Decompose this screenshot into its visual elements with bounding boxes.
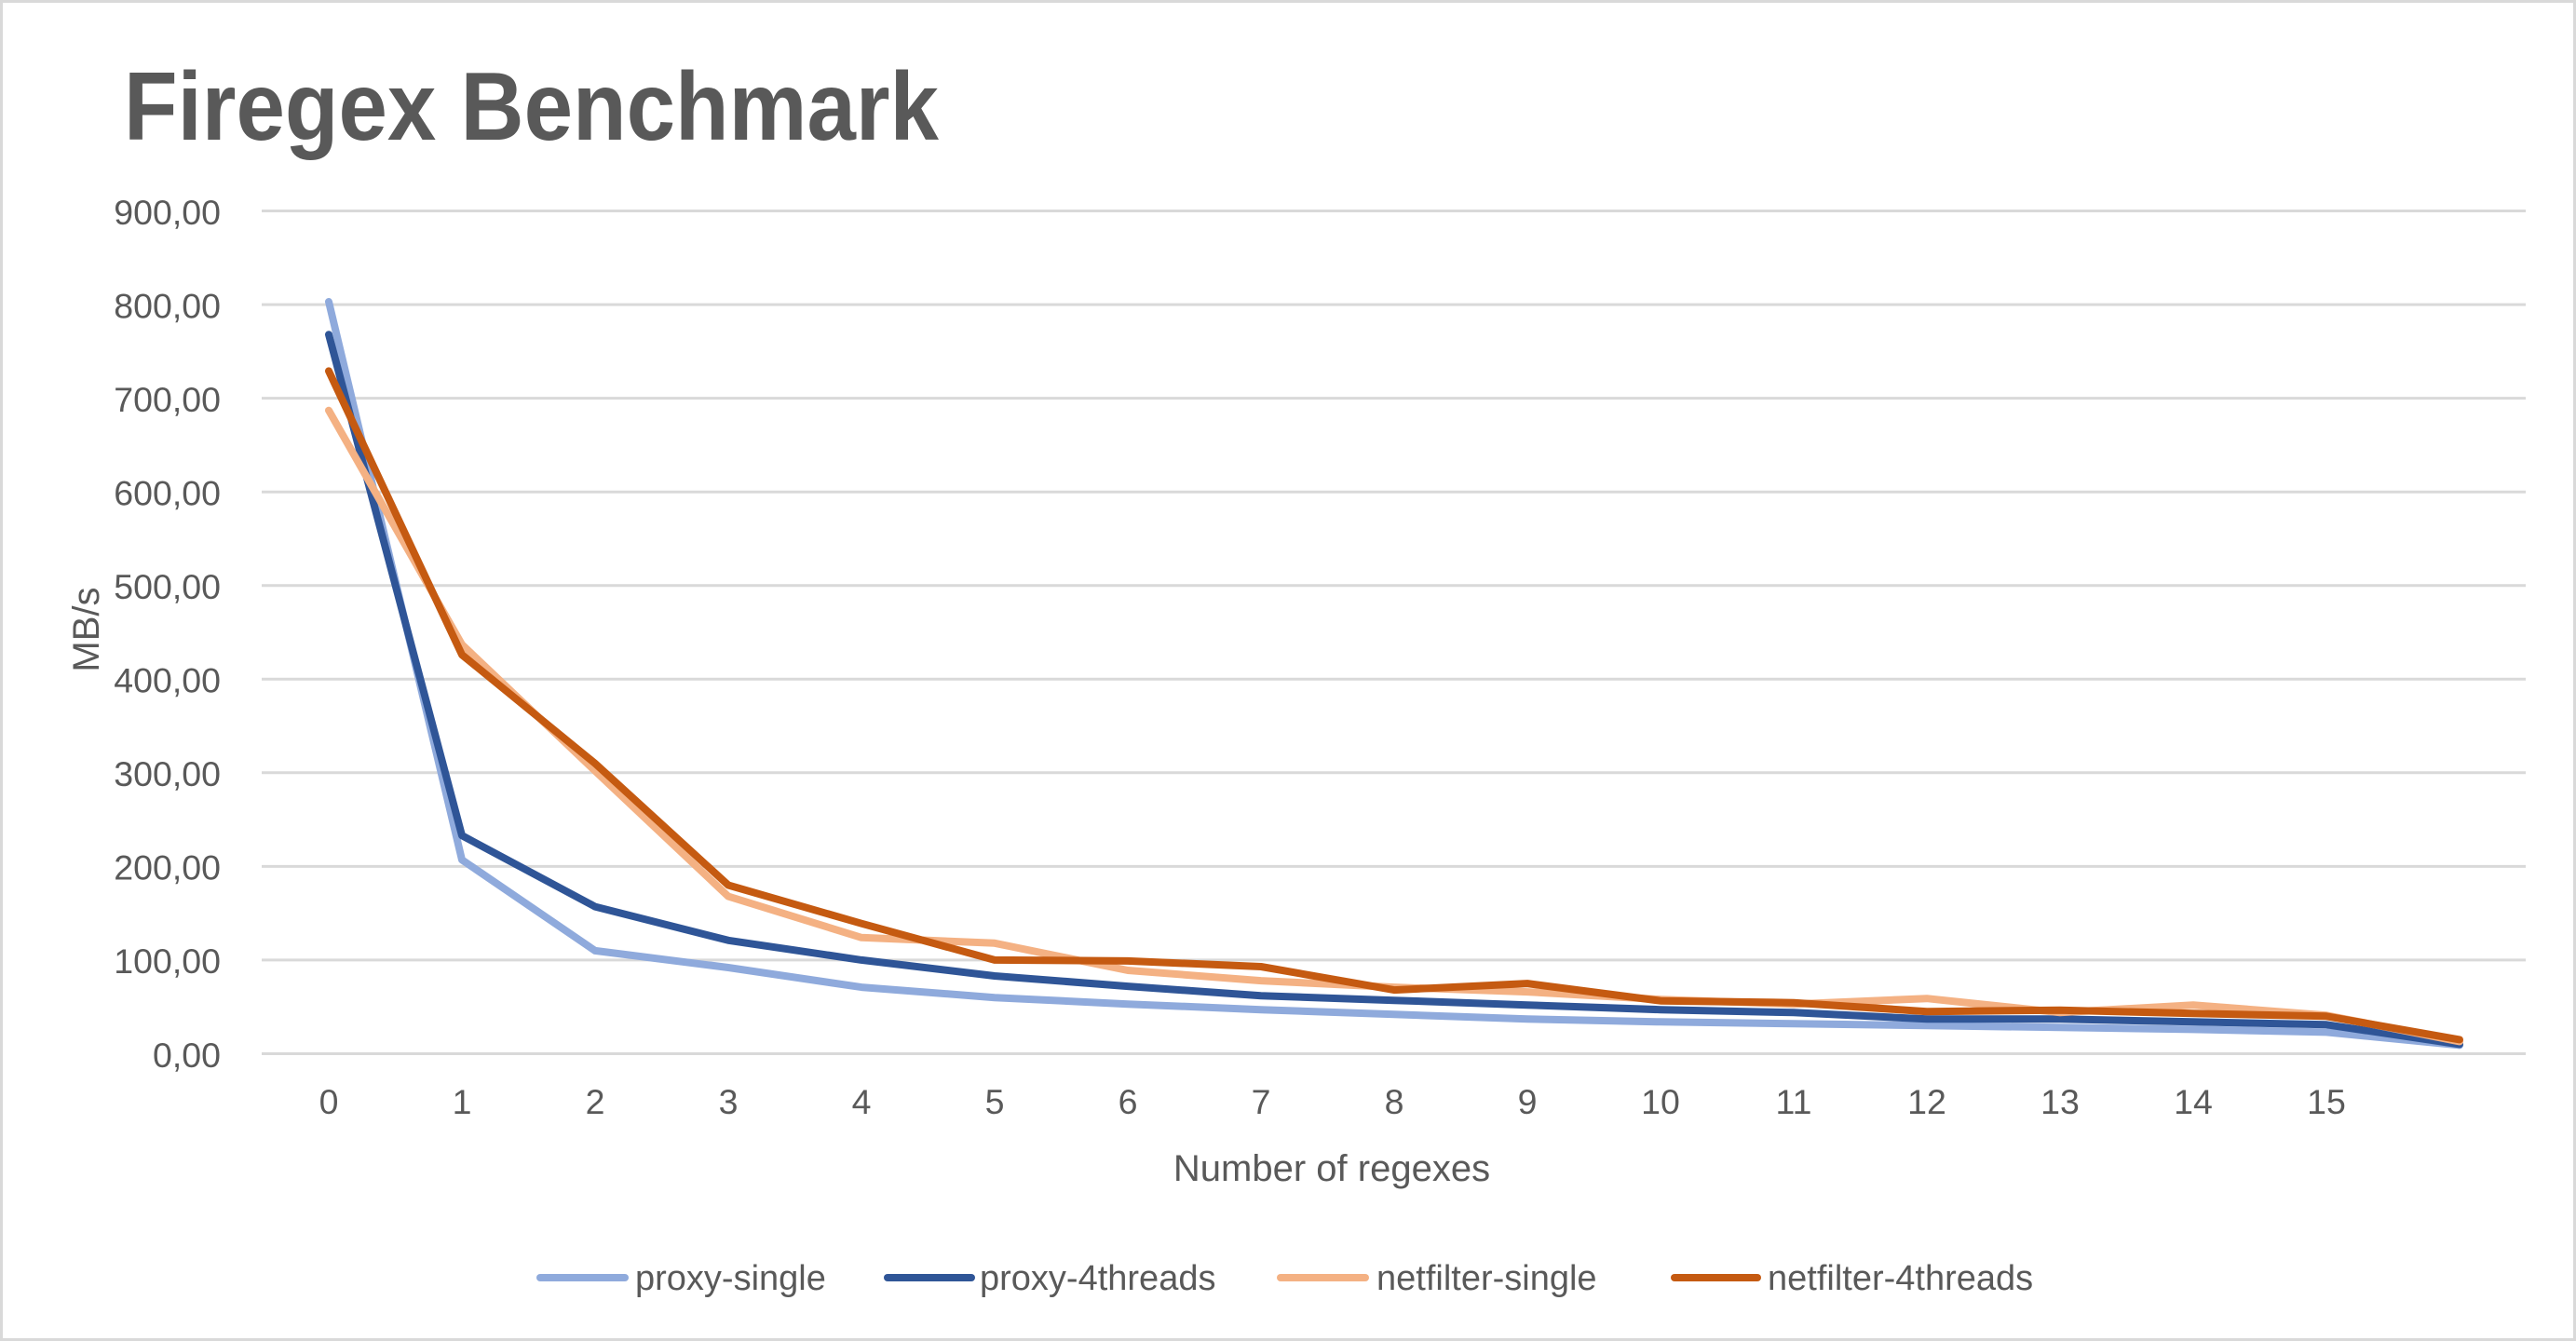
svg-text:Firegex Benchmark: Firegex Benchmark — [124, 53, 939, 161]
svg-text:proxy-single: proxy-single — [635, 1259, 826, 1298]
svg-text:netfilter-4threads: netfilter-4threads — [1768, 1259, 2033, 1298]
svg-text:100,00: 100,00 — [114, 941, 221, 981]
svg-text:8: 8 — [1385, 1082, 1404, 1121]
svg-text:proxy-4threads: proxy-4threads — [980, 1259, 1215, 1298]
svg-text:0,00: 0,00 — [153, 1036, 221, 1075]
svg-text:300,00: 300,00 — [114, 754, 221, 793]
svg-text:7: 7 — [1252, 1082, 1271, 1121]
svg-text:netfilter-single: netfilter-single — [1376, 1259, 1597, 1298]
svg-text:400,00: 400,00 — [114, 661, 221, 700]
svg-text:3: 3 — [719, 1082, 739, 1121]
svg-text:0: 0 — [319, 1082, 339, 1121]
svg-text:10: 10 — [1641, 1082, 1680, 1121]
svg-text:5: 5 — [985, 1082, 1005, 1121]
svg-text:4: 4 — [852, 1082, 872, 1121]
svg-text:600,00: 600,00 — [114, 474, 221, 513]
svg-text:700,00: 700,00 — [114, 380, 221, 419]
svg-text:15: 15 — [2307, 1082, 2346, 1121]
svg-text:200,00: 200,00 — [114, 848, 221, 887]
svg-text:500,00: 500,00 — [114, 567, 221, 606]
svg-text:9: 9 — [1518, 1082, 1538, 1121]
svg-text:900,00: 900,00 — [114, 193, 221, 232]
svg-text:13: 13 — [2040, 1082, 2080, 1121]
svg-text:Number of regexes: Number of regexes — [1173, 1148, 1490, 1189]
svg-text:14: 14 — [2174, 1082, 2213, 1121]
svg-text:800,00: 800,00 — [114, 286, 221, 325]
svg-text:11: 11 — [1776, 1082, 1812, 1121]
svg-text:MB/s: MB/s — [66, 587, 107, 671]
svg-text:1: 1 — [453, 1082, 472, 1121]
svg-text:12: 12 — [1907, 1082, 1946, 1121]
svg-text:2: 2 — [586, 1082, 605, 1121]
svg-text:6: 6 — [1119, 1082, 1138, 1121]
